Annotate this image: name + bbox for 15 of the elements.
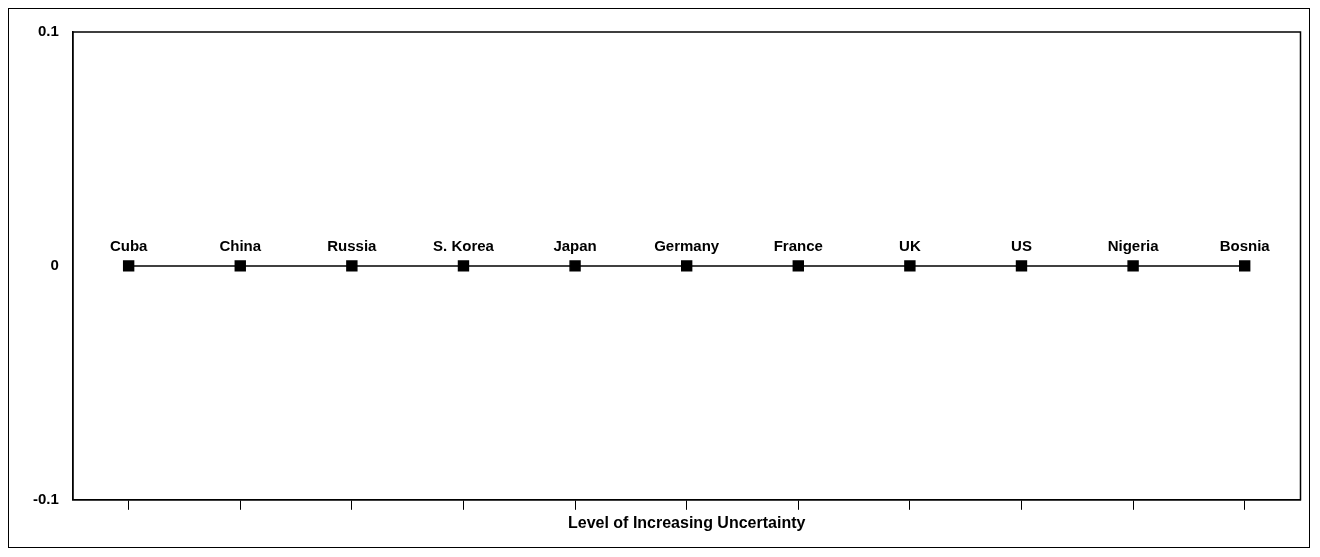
x-axis-title: Level of Increasing Uncertainty	[567, 513, 806, 531]
x-tick-label: China	[219, 236, 262, 254]
y-tick-label: 0.1	[37, 22, 59, 40]
x-tick-label: Cuba	[109, 236, 149, 254]
y-tick-label: 0	[50, 256, 59, 274]
x-tick-label: Bosnia	[1219, 236, 1271, 254]
x-tick-label: Nigeria	[1107, 236, 1160, 254]
x-tick-label: France	[773, 236, 823, 254]
x-tick-label: S. Korea	[433, 236, 495, 254]
x-tick-label: Japan	[553, 236, 597, 254]
y-tick-label: -0.1	[32, 489, 59, 507]
x-tick-label: Russia	[327, 236, 378, 254]
x-tick-label: UK	[899, 236, 921, 254]
x-tick-label: US	[1011, 236, 1032, 254]
x-tick-label: Germany	[654, 236, 720, 254]
